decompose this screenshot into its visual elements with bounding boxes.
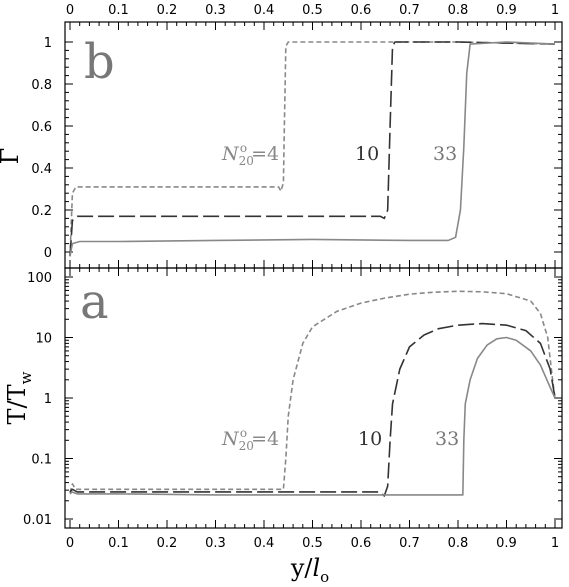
series-line-1 [69,41,556,257]
x-tick-label: 0.6 [351,536,372,551]
x-tick-label: 0 [66,536,74,551]
x-tick-label: 0.7 [399,536,420,551]
panel-a-series [69,290,556,497]
panel-a: 0 0.1 0.2 0.3 0.4 0.5 0.6 0.7 0.8 0.9 1 0.01 0.1 1 10… [3,267,563,586]
y-tick-label: 1 [44,36,52,51]
x-tick-label: 0.5 [302,3,323,18]
x-tick-label: 0.9 [496,3,517,18]
panel-b-y-tick-labels: 0 0.2 0.4 0.6 0.8 1 [31,36,52,261]
x-tick-label: 0.4 [254,536,275,551]
panel-a-x-tick-labels: 0 0.1 0.2 0.3 0.4 0.5 0.6 0.7 0.8 0.9 1 [66,536,559,551]
series-line-2 [69,336,556,496]
panel-b-frame [64,21,563,269]
panel-a-annot-10: 10 [358,428,382,450]
y-tick-label: 0.2 [31,204,52,219]
x-tick-label: 0.3 [205,536,226,551]
x-tick-label: 0.2 [157,536,178,551]
panel-b-ticks [65,22,562,268]
x-tick-label: 0.9 [496,536,517,551]
panel-b-annot-10: 10 [355,143,379,165]
series-line-2 [69,41,556,257]
panel-b-top-tick-labels: 0 0.1 0.2 0.3 0.4 0.5 0.6 0.7 0.8 0.9 1 [66,3,559,18]
panel-b-letter: b [84,34,115,90]
x-tick-label: 0.7 [399,3,420,18]
panel-a-ylabel: T/Tw [3,371,35,424]
y-tick-label: 0.01 [23,513,52,528]
y-tick-label: 0.8 [31,78,52,93]
y-tick-label: 0.1 [31,453,52,468]
series-line-0 [69,41,556,257]
panel-a-ticks [65,268,562,528]
x-tick-label: 0.3 [205,3,226,18]
x-tick-label: 0.8 [448,536,469,551]
x-tick-label: 1 [551,536,559,551]
panel-b-ylabel: Γ [0,148,24,165]
panel-b: 0 0.1 0.2 0.3 0.4 0.5 0.6 0.7 0.8 0.9 1 0 0.2 0.4 0.6… [0,3,563,269]
panel-a-annot-4: N20o =4 [221,426,279,453]
series-line-1 [69,322,556,497]
x-tick-label: 1 [551,3,559,18]
y-tick-label: 10 [35,332,52,347]
panel-a-annot-33: 33 [435,428,459,450]
series-line-0 [69,290,556,494]
y-tick-label: 100 [27,271,52,286]
y-tick-label: 1 [44,392,52,407]
x-tick-label: 0 [66,3,74,18]
x-tick-label: 0.2 [157,3,178,18]
panel-a-letter: a [80,274,109,330]
x-tick-label: 0.4 [254,3,275,18]
panel-a-frame [64,267,563,529]
y-tick-label: 0.6 [31,120,52,135]
panel-b-annot-33: 33 [433,143,457,165]
x-tick-label: 0.5 [302,536,323,551]
panel-a-xlabel: y/lo [290,554,329,586]
y-tick-label: 0 [44,246,52,261]
x-tick-label: 0.1 [108,3,129,18]
panel-a-y-tick-labels: 0.01 0.1 1 10 100 [23,271,52,528]
y-tick-label: 0.4 [31,162,52,177]
x-tick-label: 0.1 [108,536,129,551]
x-tick-label: 0.6 [351,3,372,18]
panel-b-series [69,41,556,257]
panel-b-annot-4: N20o =4 [221,141,279,168]
x-tick-label: 0.8 [448,3,469,18]
